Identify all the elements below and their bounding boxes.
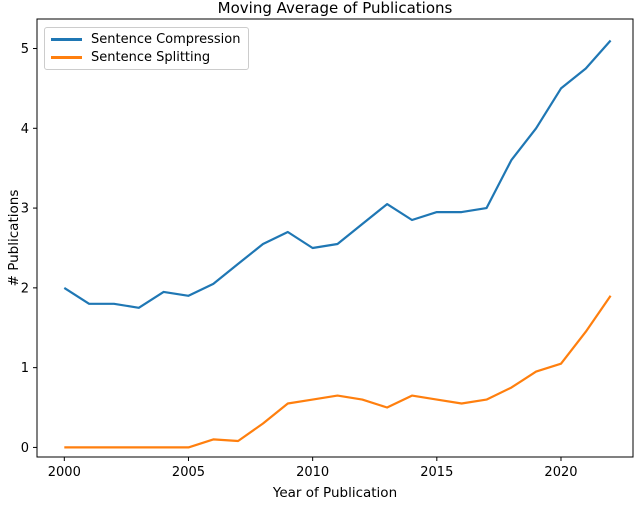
chart-title: Moving Average of Publications [217,0,453,17]
legend-line-sample-splitting [51,55,82,59]
y-tick-label: 3 [21,202,29,217]
y-tick-label: 0 [21,441,29,456]
x-tick-label: 2020 [544,465,577,480]
legend-label-compression: Sentence Compression [91,32,241,48]
y-tick-label: 1 [21,361,29,376]
x-tick-label: 2005 [172,465,205,480]
legend: Sentence Compression Sentence Splitting [44,27,249,70]
series-line-sentence-splitting [64,295,612,449]
y-axis-label: # Publications [6,189,22,287]
y-tick-label: 4 [21,122,29,137]
x-axis-label: Year of Publication [272,485,398,501]
legend-item-sentence-splitting: Sentence Splitting [51,49,242,67]
axes-spines [36,18,634,458]
x-tick-label: 2015 [420,465,453,480]
legend-line-sample-compression [51,38,82,42]
series-line-sentence-compression [63,39,612,309]
x-tick-label: 2010 [296,465,329,480]
legend-item-sentence-compression: Sentence Compression [51,31,242,49]
y-tick-label: 2 [21,281,29,296]
y-tick-label: 5 [21,42,29,57]
legend-label-splitting: Sentence Splitting [91,49,211,65]
x-tick-label: 2000 [48,465,81,480]
